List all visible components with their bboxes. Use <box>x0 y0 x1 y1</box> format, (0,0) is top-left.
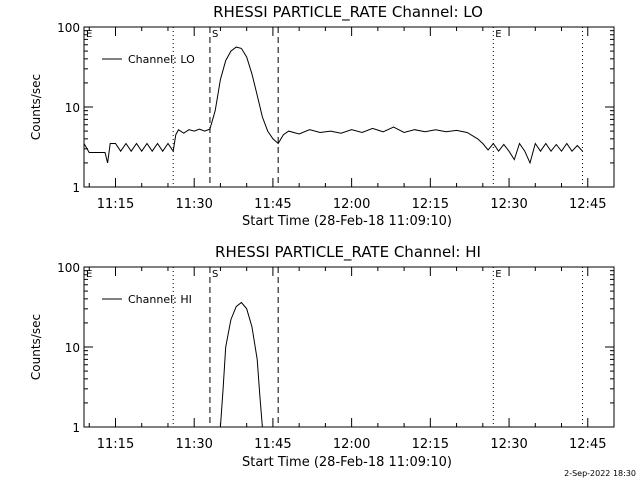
x-tick-label: 11:45 <box>254 197 291 212</box>
marker-label: S <box>212 269 218 280</box>
x-tick-label: 12:15 <box>412 197 449 212</box>
chart-title: RHESSI PARTICLE_RATE Channel: HI <box>215 243 481 262</box>
series-line-hi <box>219 301 263 428</box>
y-axis-label: Counts/sec <box>29 74 43 140</box>
x-tick-label: 11:45 <box>254 437 291 452</box>
marker-label: E <box>86 269 92 280</box>
chart-panel-lo: RHESSI PARTICLE_RATE Channel: LO 110100 … <box>29 3 615 229</box>
plot-frame <box>83 26 615 188</box>
y-tick-label: 10 <box>65 341 80 355</box>
x-tick-label: 12:00 <box>333 197 370 212</box>
y-tick-label: 1 <box>72 181 80 195</box>
x-tick-label: 12:00 <box>333 437 370 452</box>
chart-panel-hi: RHESSI PARTICLE_RATE Channel: HI 110100 … <box>29 243 615 470</box>
x-tick-label: 12:45 <box>569 437 606 452</box>
x-tick-label: 12:15 <box>412 437 449 452</box>
legend-label: Channel: HI <box>128 293 192 306</box>
marker-label: E <box>86 29 92 40</box>
x-axis-label: Start Time (28-Feb-18 11:09:10) <box>242 214 452 229</box>
y-tick-label: 100 <box>57 261 80 275</box>
x-tick-label: 12:30 <box>490 197 527 212</box>
y-tick-label: 10 <box>65 101 80 115</box>
legend-label: Channel: LO <box>128 53 195 66</box>
x-tick-label: 11:30 <box>175 197 212 212</box>
x-axis: 11:15 11:30 11:45 12:00 12:15 12:30 12:45 <box>88 267 615 452</box>
x-tick-label: 11:30 <box>175 437 212 452</box>
marker-label: S <box>212 29 218 40</box>
footer-timestamp: 2-Sep-2022 18:30 <box>564 469 636 478</box>
marker-label: E <box>495 29 501 40</box>
plot-frame <box>83 266 615 428</box>
x-axis: 11:15 11:30 11:45 12:00 12:15 12:30 12:45 <box>88 27 615 212</box>
y-tick-label: 100 <box>57 21 80 35</box>
x-tick-label: 12:30 <box>490 437 527 452</box>
x-axis-label: Start Time (28-Feb-18 11:09:10) <box>242 455 452 470</box>
x-tick-label: 11:15 <box>97 197 134 212</box>
y-tick-label: 1 <box>72 421 80 435</box>
x-tick-label: 12:45 <box>569 197 606 212</box>
x-tick-label: 11:15 <box>97 437 134 452</box>
chart-title: RHESSI PARTICLE_RATE Channel: LO <box>213 3 483 22</box>
series-line-lo <box>83 46 583 165</box>
y-axis: 1 10 100 <box>57 21 614 195</box>
marker-label: E <box>495 269 501 280</box>
y-axis: 1 10 100 <box>57 261 614 435</box>
y-axis-label: Counts/sec <box>29 314 43 380</box>
